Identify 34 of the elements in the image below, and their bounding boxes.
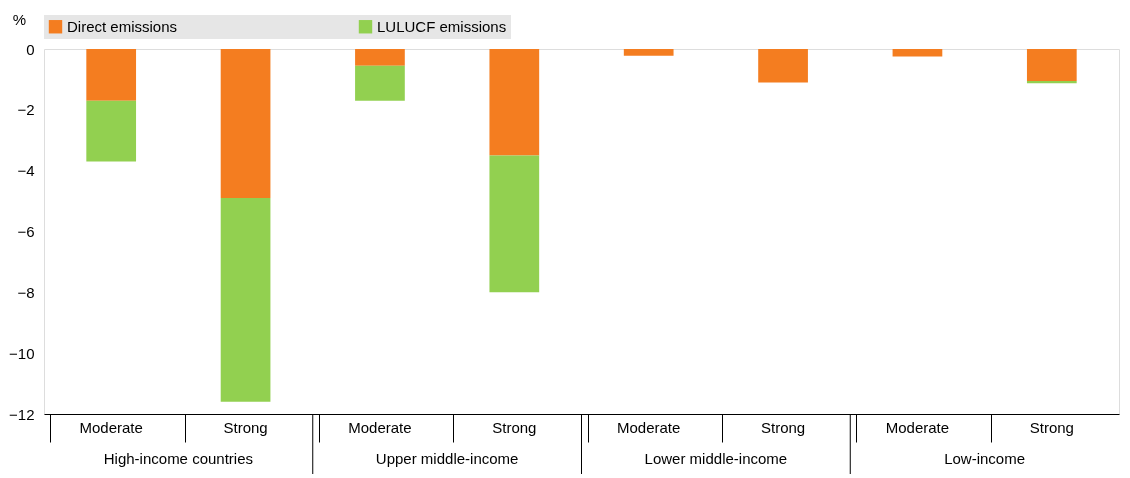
- bar: [758, 49, 808, 83]
- y-tick-label: −4: [17, 162, 35, 180]
- bar: [355, 49, 405, 66]
- y-tick-label: −10: [9, 344, 35, 362]
- bar: [489, 49, 540, 156]
- bar: [220, 49, 271, 199]
- bar: [220, 198, 271, 402]
- text: Lower middle-income: [644, 450, 788, 467]
- x-tick-label: Strong: [760, 418, 806, 436]
- y-tick-label: 0: [26, 40, 35, 58]
- legend-label: Direct emissions: [67, 17, 178, 35]
- y-tick-label: −6: [17, 223, 35, 240]
- x-tick-label: Strong: [223, 418, 268, 436]
- bar: [355, 65, 405, 101]
- x-tick-label: Strong: [1029, 418, 1074, 436]
- y-tick-label: −12: [9, 405, 35, 423]
- y-tick-label: −2: [17, 101, 35, 119]
- text: High-income countries: [103, 450, 253, 467]
- bar: [623, 49, 674, 56]
- bar: [892, 49, 943, 57]
- bar: [86, 100, 137, 162]
- x-tick-label: Moderate: [348, 418, 412, 436]
- bar: [1026, 49, 1077, 81]
- x-tick-label: Moderate: [79, 418, 143, 436]
- text: Upper middle-income: [375, 450, 519, 467]
- y-tick-label: −8: [17, 283, 35, 301]
- bar: [86, 49, 137, 101]
- x-tick-label: Moderate: [617, 418, 681, 436]
- legend-label: LULUCF emissions: [377, 17, 507, 35]
- y-axis-title: %: [12, 10, 27, 28]
- x-tick-label: Strong: [492, 418, 537, 436]
- bar: [489, 155, 540, 293]
- x-tick-label: Moderate: [885, 418, 950, 436]
- text: Low-income: [944, 450, 1026, 467]
